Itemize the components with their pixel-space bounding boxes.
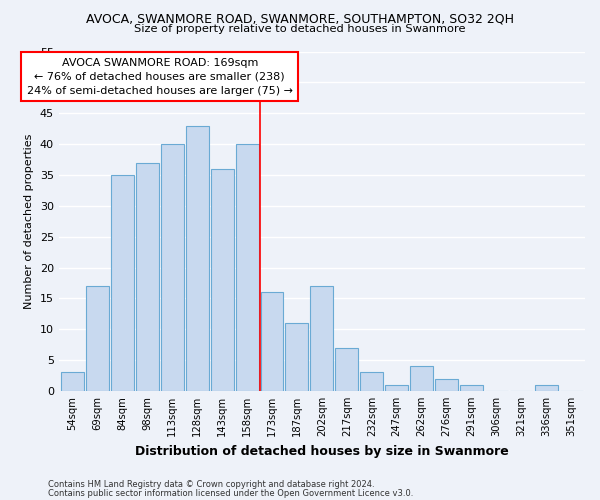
Bar <box>410 366 433 391</box>
Bar <box>236 144 259 391</box>
Text: Size of property relative to detached houses in Swanmore: Size of property relative to detached ho… <box>134 24 466 34</box>
Bar <box>161 144 184 391</box>
Bar <box>185 126 209 391</box>
Text: Contains HM Land Registry data © Crown copyright and database right 2024.: Contains HM Land Registry data © Crown c… <box>48 480 374 489</box>
Bar <box>86 286 109 391</box>
Bar <box>385 385 408 391</box>
Bar <box>435 378 458 391</box>
Y-axis label: Number of detached properties: Number of detached properties <box>24 134 34 309</box>
X-axis label: Distribution of detached houses by size in Swanmore: Distribution of detached houses by size … <box>135 444 509 458</box>
Bar <box>260 292 283 391</box>
Bar <box>335 348 358 391</box>
Bar <box>136 162 159 391</box>
Bar <box>111 175 134 391</box>
Bar <box>211 169 233 391</box>
Bar <box>535 385 558 391</box>
Bar <box>360 372 383 391</box>
Bar <box>286 323 308 391</box>
Bar <box>460 385 483 391</box>
Text: AVOCA, SWANMORE ROAD, SWANMORE, SOUTHAMPTON, SO32 2QH: AVOCA, SWANMORE ROAD, SWANMORE, SOUTHAMP… <box>86 12 514 26</box>
Text: Contains public sector information licensed under the Open Government Licence v3: Contains public sector information licen… <box>48 488 413 498</box>
Text: AVOCA SWANMORE ROAD: 169sqm
← 76% of detached houses are smaller (238)
24% of se: AVOCA SWANMORE ROAD: 169sqm ← 76% of det… <box>27 58 293 96</box>
Bar <box>310 286 334 391</box>
Bar <box>61 372 84 391</box>
